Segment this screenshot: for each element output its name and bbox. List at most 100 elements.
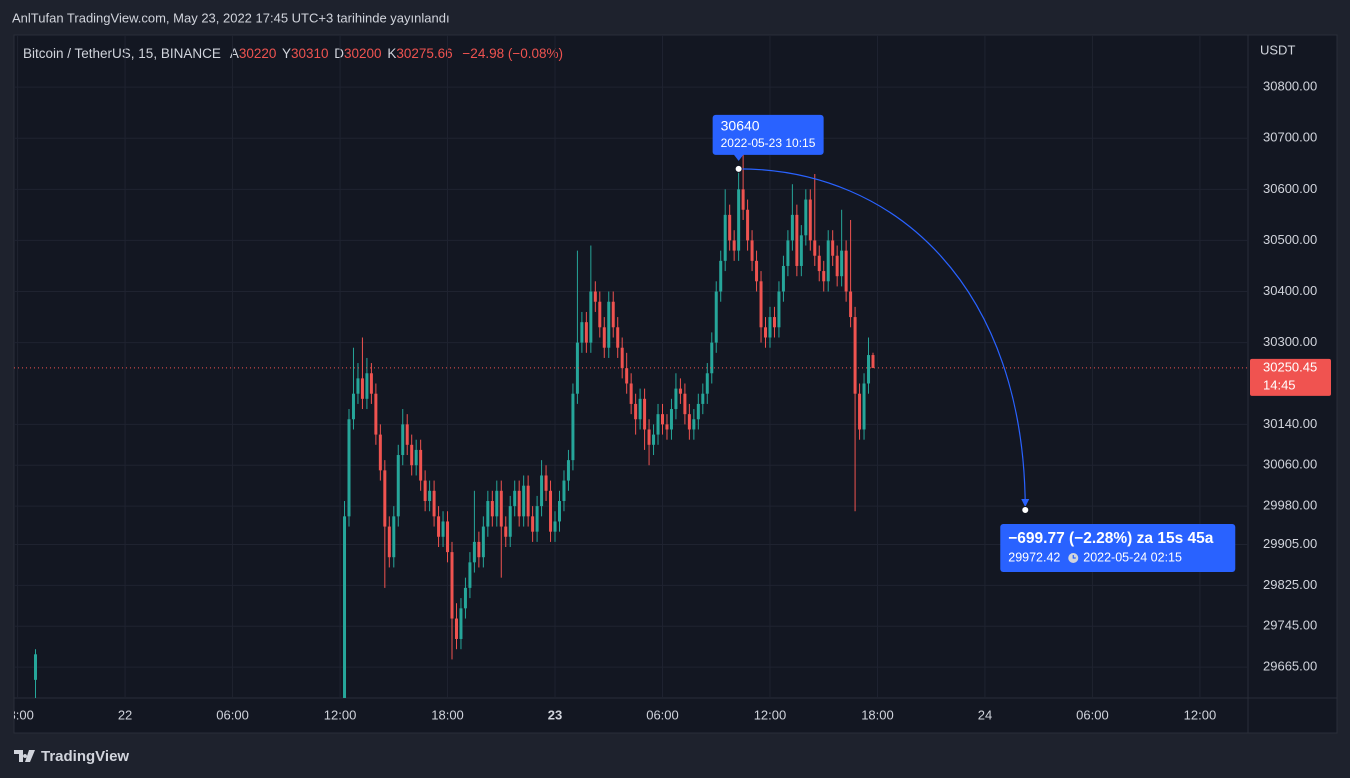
last-price-box (1250, 358, 1331, 396)
candle-body (764, 327, 768, 338)
projection-text: −699.77 (−2.28%) za 15s 45a (1008, 530, 1213, 547)
x-tick-label: 18:00 (861, 707, 894, 722)
time-axis: 18:00 22 06:00 12:00 18:00 23 06:00 12:00 18:00 2… (14, 707, 1217, 722)
y-tick-label: 30300.00 (1263, 334, 1317, 349)
low-label: D (334, 46, 344, 61)
candle-body (687, 414, 691, 430)
candle-body (647, 429, 651, 445)
candle-body (374, 393, 378, 435)
candle-body (732, 240, 736, 251)
candle-body (562, 480, 566, 502)
candle-body (835, 255, 839, 277)
candle-body (419, 449, 423, 481)
candle-body (410, 444, 414, 466)
candle-body (831, 240, 835, 256)
candle-body (423, 480, 427, 502)
high-label-box (712, 114, 824, 155)
candle-body (692, 419, 696, 430)
candle-body (871, 355, 875, 368)
legend: Bitcoin / TetherUS, 15, BINANCE A30220 Y… (23, 46, 563, 61)
candle-body (347, 419, 351, 517)
candle-body (437, 516, 441, 537)
change: −24.98 (−0.08%) (462, 46, 563, 61)
x-tick-label: 18:00 (431, 707, 464, 722)
y-tick-label: 30800.00 (1263, 79, 1317, 94)
candle-body (799, 235, 803, 266)
low-value: 30200 (344, 46, 382, 61)
candle-body (844, 250, 848, 292)
candle-body (755, 260, 759, 282)
candle-body (616, 327, 620, 348)
candle-body (607, 301, 611, 348)
x-tick-label: 06:00 (216, 707, 249, 722)
candle-body (710, 342, 714, 374)
arrow-head (1021, 498, 1030, 507)
candle-body (696, 403, 700, 420)
candle-body (454, 618, 458, 639)
candle-body (356, 378, 360, 394)
candle-body (660, 414, 664, 425)
candle-body (593, 291, 597, 302)
y-tick-label: 30140.00 (1263, 416, 1317, 431)
candle-body (486, 501, 490, 527)
candle-body (535, 506, 539, 532)
clock-hands (1072, 554, 1076, 559)
projection-box (1000, 523, 1236, 572)
candle-body (602, 327, 606, 348)
candle-body (531, 516, 535, 532)
y-tick-label: 30700.00 (1263, 130, 1317, 145)
candle-body (540, 475, 544, 507)
candle-body (463, 587, 467, 609)
x-tick-label: 06:00 (646, 707, 679, 722)
candle-body (405, 424, 409, 445)
candle-body (481, 526, 485, 558)
y-tick-label: 29980.00 (1263, 498, 1317, 513)
candle-body (674, 388, 678, 410)
candle-body (450, 552, 454, 619)
candle-body (786, 240, 790, 266)
candle-body (387, 526, 391, 558)
candle-body (867, 355, 871, 384)
candle-body (414, 449, 418, 466)
candle-body (557, 501, 561, 522)
open-label: A (230, 46, 239, 61)
candle-body (495, 490, 499, 517)
candle-body (719, 260, 723, 292)
projection-arc (738, 168, 1026, 510)
candle-body (772, 317, 776, 328)
y-tick-label: 30500.00 (1263, 232, 1317, 247)
candle-body (526, 485, 530, 517)
currency: USDT (1260, 42, 1295, 57)
candle-body (656, 414, 660, 435)
candle-body (383, 470, 387, 527)
annotations: 30640 2022-05-23 10:15 −699.77 (−2.28%) za… (712, 114, 1236, 572)
x-tick-label: 22 (118, 707, 132, 722)
candle-body (858, 393, 862, 430)
candle-body (750, 240, 754, 261)
candle-body (714, 291, 718, 343)
candle-body (737, 189, 741, 251)
candle-body (549, 490, 553, 532)
projection-price: 29972.42 (1008, 550, 1060, 564)
candle-body (625, 368, 629, 384)
candle-body (351, 393, 355, 420)
candle-body (477, 541, 481, 558)
candle-body (378, 434, 382, 471)
x-tick-label: 23 (548, 707, 562, 722)
candle-body (822, 271, 826, 282)
x-tick-label: 12:00 (1184, 707, 1217, 722)
high-value: 30310 (291, 46, 329, 61)
close-label: K (387, 46, 396, 61)
candle-body (522, 485, 526, 517)
high-label-price: 30640 (721, 118, 760, 134)
last-price-label: 30250.45 (1263, 359, 1317, 374)
x-tick-label: 12:00 (754, 707, 787, 722)
publish-note: AnlTufan TradingView.com, May 23, 2022 1… (12, 10, 450, 25)
y-tick-label: 29905.00 (1263, 536, 1317, 551)
candle-body (701, 393, 705, 404)
brand: TradingView (41, 748, 129, 765)
candle-body (580, 322, 584, 343)
candle-body (678, 388, 682, 394)
